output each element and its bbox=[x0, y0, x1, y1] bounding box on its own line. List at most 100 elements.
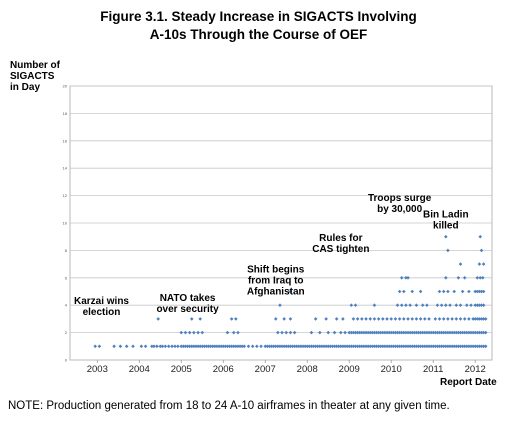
annotation-5-line-1: Troops surge bbox=[368, 193, 432, 204]
x-tick-label: 2003 bbox=[87, 364, 108, 375]
data-point bbox=[467, 330, 471, 335]
y-tick-label: 6 bbox=[65, 275, 68, 280]
data-point bbox=[322, 344, 326, 349]
data-point bbox=[425, 344, 429, 349]
data-point bbox=[259, 344, 263, 349]
data-point bbox=[404, 330, 408, 335]
data-point bbox=[353, 303, 358, 307]
data-point bbox=[288, 317, 293, 321]
data-point bbox=[423, 330, 427, 335]
data-point bbox=[236, 344, 240, 349]
data-point bbox=[454, 344, 459, 349]
data-point bbox=[332, 330, 337, 335]
data-point bbox=[406, 317, 410, 321]
y-tick-label: 14 bbox=[63, 166, 68, 171]
data-point bbox=[397, 344, 402, 349]
data-point bbox=[139, 344, 144, 349]
data-point bbox=[462, 317, 467, 321]
data-point bbox=[357, 330, 362, 335]
data-point bbox=[288, 330, 293, 335]
data-point bbox=[481, 317, 486, 321]
data-point bbox=[420, 330, 425, 335]
data-point bbox=[389, 317, 394, 321]
data-point bbox=[410, 289, 415, 294]
data-point bbox=[414, 330, 419, 335]
data-point bbox=[483, 330, 488, 335]
data-point bbox=[273, 317, 278, 321]
data-point bbox=[290, 344, 295, 349]
x-tick-label: 2008 bbox=[297, 364, 318, 375]
data-point bbox=[408, 344, 412, 349]
data-point bbox=[381, 344, 385, 349]
annotation-1-line-2: election bbox=[83, 307, 121, 318]
data-point bbox=[473, 317, 478, 321]
data-point bbox=[391, 344, 396, 349]
data-point bbox=[318, 330, 322, 335]
data-point bbox=[416, 330, 421, 335]
data-point bbox=[458, 330, 463, 335]
data-point bbox=[326, 344, 331, 349]
data-point bbox=[458, 317, 463, 321]
data-point bbox=[458, 303, 463, 307]
data-point bbox=[353, 330, 358, 335]
data-point bbox=[307, 344, 312, 349]
data-point bbox=[402, 344, 406, 349]
data-point bbox=[362, 330, 366, 335]
data-point bbox=[372, 303, 377, 307]
data-point bbox=[131, 344, 135, 349]
data-point bbox=[420, 344, 425, 349]
data-point bbox=[334, 344, 339, 349]
data-point bbox=[437, 330, 442, 335]
data-point bbox=[433, 344, 438, 349]
annotation-5-line-2: by 30,000 bbox=[377, 204, 422, 215]
data-point bbox=[163, 344, 168, 349]
data-point bbox=[414, 303, 419, 307]
data-point bbox=[437, 317, 442, 321]
data-point bbox=[124, 344, 129, 349]
data-point bbox=[381, 330, 385, 335]
data-point bbox=[278, 303, 282, 307]
data-point bbox=[389, 344, 394, 349]
data-point bbox=[446, 248, 450, 253]
data-point bbox=[351, 317, 356, 321]
y-tick-label: 12 bbox=[63, 193, 68, 198]
data-point bbox=[368, 330, 373, 335]
data-point bbox=[465, 330, 469, 335]
data-point bbox=[318, 344, 322, 349]
data-point bbox=[181, 344, 186, 349]
data-point bbox=[477, 262, 482, 266]
data-point bbox=[418, 317, 423, 321]
data-point bbox=[357, 344, 362, 349]
data-point bbox=[477, 289, 482, 294]
data-point bbox=[313, 344, 318, 349]
data-point bbox=[246, 344, 251, 349]
data-point bbox=[158, 344, 163, 349]
data-point bbox=[179, 344, 184, 349]
data-point bbox=[198, 317, 202, 321]
data-point bbox=[376, 330, 381, 335]
data-point bbox=[446, 344, 450, 349]
data-point bbox=[362, 344, 366, 349]
annotation-2-line-2: over security bbox=[156, 304, 219, 315]
data-point bbox=[406, 344, 410, 349]
data-point bbox=[481, 303, 486, 307]
data-point bbox=[477, 344, 482, 349]
data-point bbox=[280, 330, 284, 335]
data-point bbox=[370, 344, 375, 349]
data-point bbox=[481, 262, 486, 266]
data-point bbox=[465, 303, 469, 307]
data-point bbox=[444, 276, 448, 280]
data-point bbox=[273, 344, 278, 349]
data-point bbox=[397, 317, 402, 321]
data-point bbox=[444, 303, 448, 307]
data-point bbox=[303, 344, 307, 349]
data-point bbox=[429, 330, 433, 335]
data-point bbox=[458, 344, 463, 349]
data-point bbox=[297, 344, 301, 349]
data-point bbox=[406, 330, 410, 335]
data-point bbox=[225, 330, 230, 335]
data-point bbox=[263, 344, 268, 349]
data-point bbox=[364, 330, 368, 335]
data-point bbox=[383, 330, 387, 335]
data-point bbox=[478, 234, 483, 239]
